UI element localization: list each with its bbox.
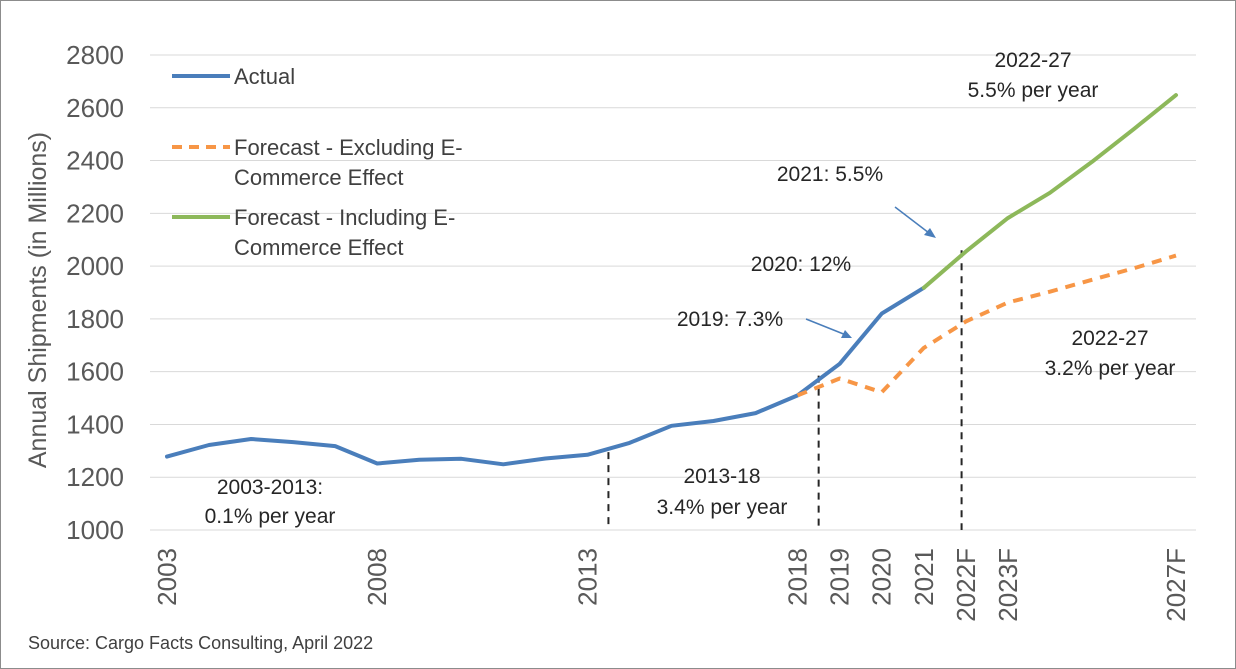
annotation-2022-27-excl-line1: 2022-27 bbox=[1071, 327, 1148, 350]
x-tick-label: 2008 bbox=[362, 548, 392, 606]
arrowhead-2021 bbox=[924, 228, 936, 238]
x-tick-label: 2020 bbox=[867, 548, 897, 606]
y-tick-label: 1000 bbox=[66, 515, 124, 545]
x-tick-label: 2019 bbox=[825, 548, 855, 606]
arrow-2019 bbox=[805, 318, 847, 336]
legend-label-forecast-including-2: Commerce Effect bbox=[234, 235, 404, 260]
y-axis-label: Annual Shipments (in Millions) bbox=[24, 132, 52, 468]
legend-label-forecast-excluding-1: Forecast - Excluding E- bbox=[234, 135, 463, 160]
legend-label-forecast-excluding-2: Commerce Effect bbox=[234, 165, 404, 190]
series-line-0 bbox=[165, 285, 926, 467]
series-lines bbox=[165, 93, 1178, 467]
y-tick-label: 1800 bbox=[66, 304, 124, 334]
annotation-2013-18-line2: 3.4% per year bbox=[657, 496, 788, 519]
y-tick-label: 2600 bbox=[66, 93, 124, 123]
legend-label-actual: Actual bbox=[234, 64, 295, 89]
gridlines bbox=[150, 54, 1196, 531]
y-tick-label: 2400 bbox=[66, 146, 124, 176]
y-tick-label: 2800 bbox=[66, 40, 124, 70]
x-tick-label: 2027F bbox=[1161, 548, 1191, 622]
annotation-2022-27-excl-line2: 3.2% per year bbox=[1045, 357, 1176, 380]
legend-label-forecast-including-1: Forecast - Including E- bbox=[234, 205, 455, 230]
period-dividers bbox=[607, 250, 963, 530]
y-tick-label: 1200 bbox=[66, 462, 124, 492]
arrowhead-2019 bbox=[841, 330, 852, 338]
x-tick-label: 2013 bbox=[572, 548, 602, 606]
y-tick-label: 1600 bbox=[66, 357, 124, 387]
annotations: 2003-2013: 0.1% per year 2013-18 3.4% pe… bbox=[205, 49, 1176, 528]
annotation-2022-27-incl-line2: 5.5% per year bbox=[968, 79, 1099, 102]
arrow-2021 bbox=[894, 206, 930, 234]
annotation-2019: 2019: 7.3% bbox=[677, 308, 783, 331]
series-line-2 bbox=[921, 93, 1178, 290]
legend: Actual Forecast - Excluding E- Commerce … bbox=[172, 64, 463, 260]
y-tick-label: 1400 bbox=[66, 409, 124, 439]
x-axis-ticks: 2003 2008 2013 2018 2019 2020 2021 2022F 2023F 20… bbox=[152, 548, 1191, 622]
annotation-2020: 2020: 12% bbox=[751, 253, 851, 276]
source-note: Source: Cargo Facts Consulting, April 20… bbox=[28, 633, 373, 653]
x-tick-label: 2023F bbox=[993, 548, 1023, 622]
y-tick-label: 2200 bbox=[66, 198, 124, 228]
annotation-2021: 2021: 5.5% bbox=[777, 163, 883, 186]
x-tick-label: 2022F bbox=[951, 548, 981, 622]
annotation-2003-2013-line1: 2003-2013: bbox=[217, 476, 323, 499]
annotation-2003-2013-line2: 0.1% per year bbox=[205, 505, 336, 528]
series-line-1 bbox=[796, 253, 1177, 398]
annotation-2022-27-incl-line1: 2022-27 bbox=[994, 49, 1071, 72]
y-axis-ticks: 1000 1200 1400 1600 1800 2000 2200 2400 2600 2800 bbox=[66, 40, 124, 545]
x-tick-label: 2021 bbox=[909, 548, 939, 606]
annotation-2013-18-line1: 2013-18 bbox=[683, 465, 760, 488]
y-tick-label: 2000 bbox=[66, 251, 124, 281]
x-tick-label: 2018 bbox=[783, 548, 813, 606]
x-tick-label: 2003 bbox=[152, 548, 182, 606]
